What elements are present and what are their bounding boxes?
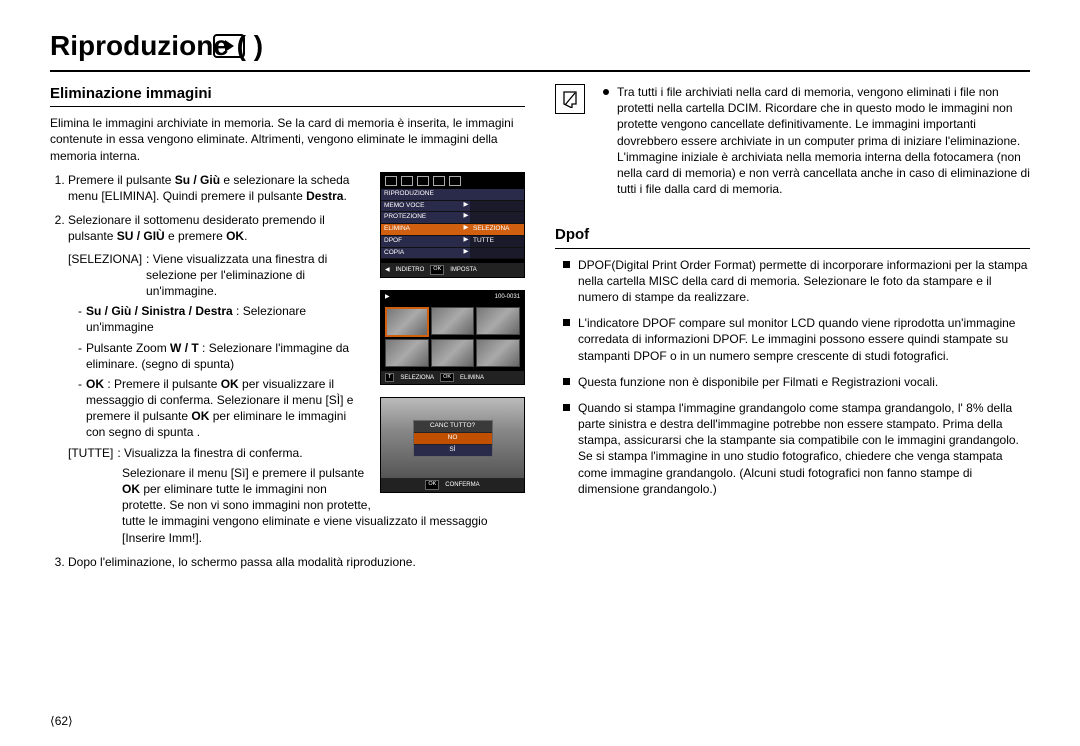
- camera-screen-thumbs: ▶ 100-0031 TSELEZIONA OKELIMINA: [380, 290, 525, 386]
- camera-figures: RIPRODUZIONE MEMO VOCE▶ PROTEZIONE▶ ELIM…: [380, 172, 525, 505]
- menu-riproduzione: RIPRODUZIONE: [381, 189, 524, 201]
- dpof-b1: DPOF(Digital Print Order Format) permett…: [555, 257, 1030, 306]
- thumb: [476, 307, 520, 335]
- thumb: [385, 307, 429, 337]
- note-box: Tra tutti i file archiviati nella card d…: [555, 84, 1030, 207]
- cam-footer: OKCONFERMA: [381, 478, 524, 491]
- thumb: [431, 339, 475, 367]
- left-column: Eliminazione immagini Elimina le immagin…: [50, 84, 525, 578]
- sub-zoom: - Pulsante Zoom W / T : Selezionare l'im…: [78, 340, 368, 372]
- dialog-no: NO: [414, 432, 492, 444]
- dpof-b2: L'indicatore DPOF compare sul monitor LC…: [555, 315, 1030, 364]
- menu-copia: COPIA: [381, 248, 462, 260]
- note-icon: [555, 84, 585, 114]
- page-title: Riproduzione ( ): [50, 30, 1030, 62]
- confirm-dialog: CANC TUTTO? NO SÌ: [413, 420, 493, 456]
- sub-ok: - OK : Premere il pulsante OK per visual…: [78, 376, 368, 441]
- note-bullet: Tra tutti i file archiviati nella card d…: [595, 84, 1030, 197]
- menu-dpof: DPOF: [381, 236, 462, 248]
- dpof-b4: Quando si stampa l'immagine grandangolo …: [555, 400, 1030, 497]
- section-dpof-title: Dpof: [555, 225, 1030, 248]
- sub-direction: - Su / Giù / Sinistra / Destra : Selezio…: [78, 303, 368, 335]
- photo-background: CANC TUTTO? NO SÌ: [381, 398, 524, 478]
- dialog-title: CANC TUTTO?: [414, 421, 492, 432]
- thumb: [476, 339, 520, 367]
- menu-elimina-seleziona: SELEZIONA: [470, 224, 524, 236]
- play-small-icon: ▶: [385, 293, 390, 301]
- dpof-b3: Questa funzione non è disponibile per Fi…: [555, 374, 1030, 390]
- cam-footer: TSELEZIONA OKELIMINA: [381, 371, 524, 384]
- file-counter: 100-0031: [495, 293, 520, 301]
- step-3: Dopo l'eliminazione, lo schermo passa al…: [68, 554, 525, 570]
- eliminazione-intro: Elimina le immagini archiviate in memori…: [50, 115, 525, 164]
- menu-memovoce: MEMO VOCE: [381, 201, 462, 213]
- seleziona-label: [SELEZIONA]: [68, 251, 142, 300]
- menu-elimina-tutte: TUTTE: [470, 236, 524, 248]
- right-column: Tra tutti i file archiviati nella card d…: [555, 84, 1030, 578]
- tutte-label: [TUTTE]: [68, 445, 113, 461]
- dialog-si: SÌ: [414, 444, 492, 456]
- page-number: ⟨62⟩: [50, 714, 73, 728]
- title-rule: [50, 70, 1030, 72]
- section-eliminazione-title: Eliminazione immagini: [50, 84, 525, 107]
- dpof-bullets: DPOF(Digital Print Order Format) permett…: [555, 257, 1030, 497]
- camera-screen-menu: RIPRODUZIONE MEMO VOCE▶ PROTEZIONE▶ ELIM…: [380, 172, 525, 278]
- cam-topbar: [381, 173, 524, 189]
- play-mode-icon: [213, 34, 245, 58]
- thumb: [385, 339, 429, 367]
- menu-protezione: PROTEZIONE: [381, 212, 462, 224]
- cam-footer: ◀INDIETRO OKIMPOSTA: [381, 263, 524, 276]
- thumb: [431, 307, 475, 335]
- camera-screen-confirm: CANC TUTTO? NO SÌ OKCONFERMA: [380, 397, 525, 492]
- menu-elimina: ELIMINA: [381, 224, 462, 236]
